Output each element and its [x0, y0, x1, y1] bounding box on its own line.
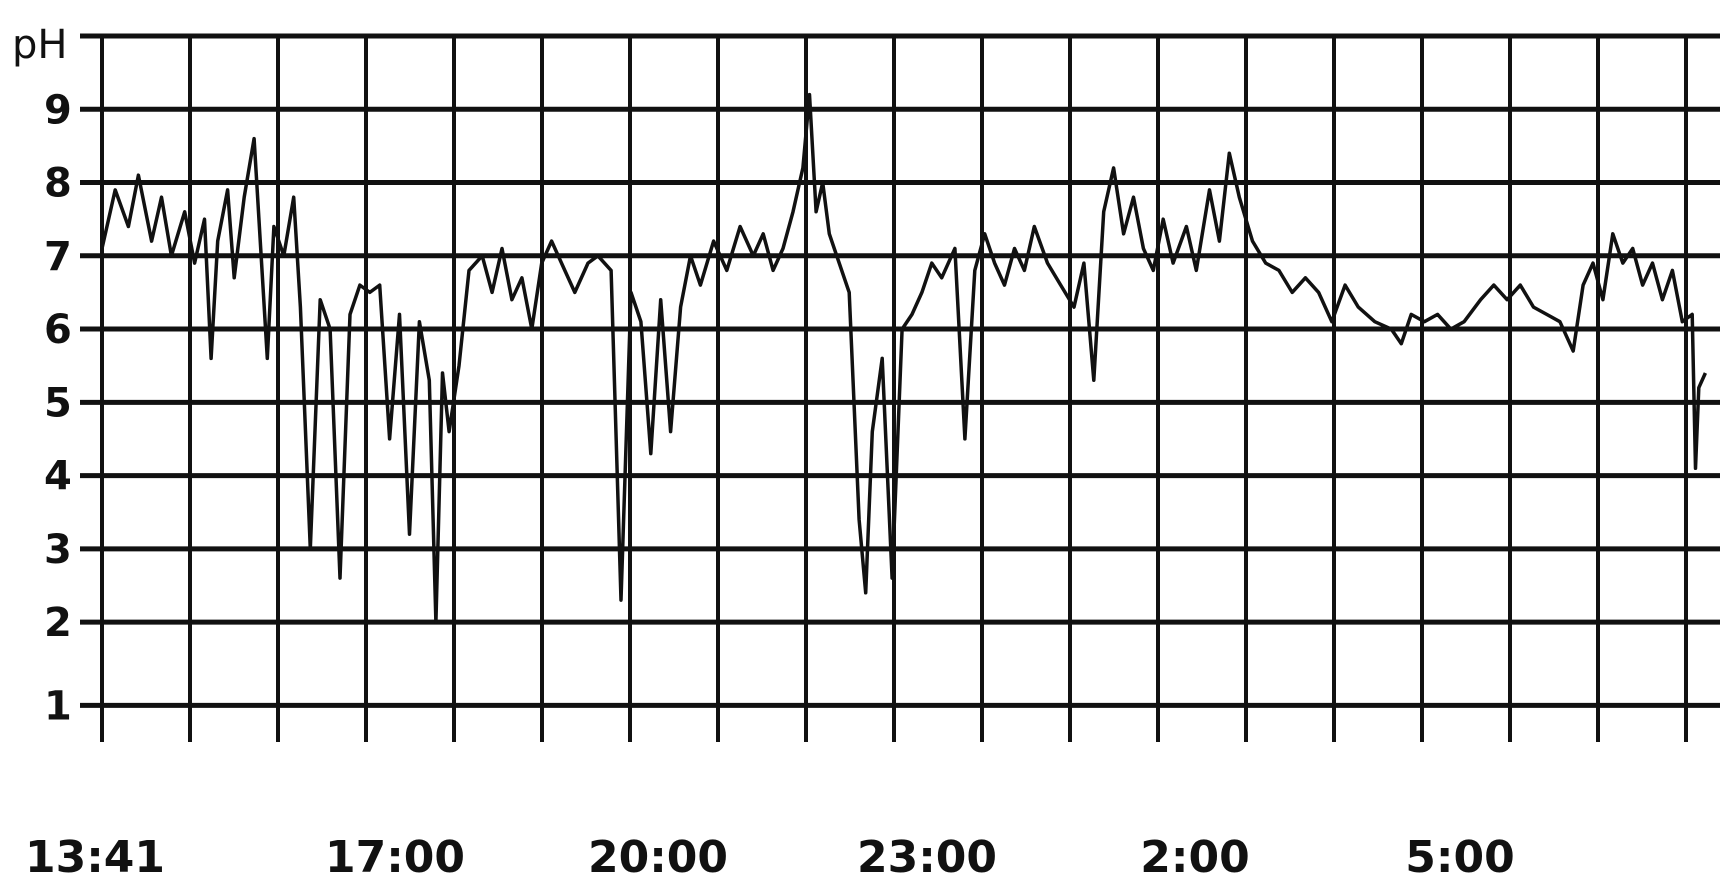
y-tick-label: 8: [44, 161, 72, 207]
y-tick-label: 1: [44, 683, 72, 729]
x-tick-label: 23:00: [857, 832, 997, 882]
y-tick-labels: 1 2 3 4 5 6 7 8 9: [44, 87, 72, 729]
y-axis-label: pH: [12, 22, 67, 68]
vertical-gridlines: [100, 36, 1688, 742]
y-tick-label: 3: [44, 527, 72, 573]
y-tick-label: 9: [44, 87, 72, 133]
x-tick-label: 20:00: [588, 832, 728, 882]
y-tick-label: 5: [44, 380, 72, 426]
x-tick-label: 5:00: [1405, 832, 1514, 882]
y-tick-label: 6: [44, 307, 72, 353]
x-tick-label: 13:41: [25, 832, 165, 882]
y-tick-label: 2: [44, 600, 72, 646]
y-tick-label: 4: [44, 454, 72, 500]
x-tick-label: 2:00: [1140, 832, 1249, 882]
x-tick-label: 17:00: [325, 832, 465, 882]
y-tick-label: 7: [44, 234, 72, 280]
ph-series-line: [100, 92, 1707, 624]
x-tick-labels: 13:41 17:00 20:00 23:00 2:00 5:00: [25, 832, 1515, 882]
